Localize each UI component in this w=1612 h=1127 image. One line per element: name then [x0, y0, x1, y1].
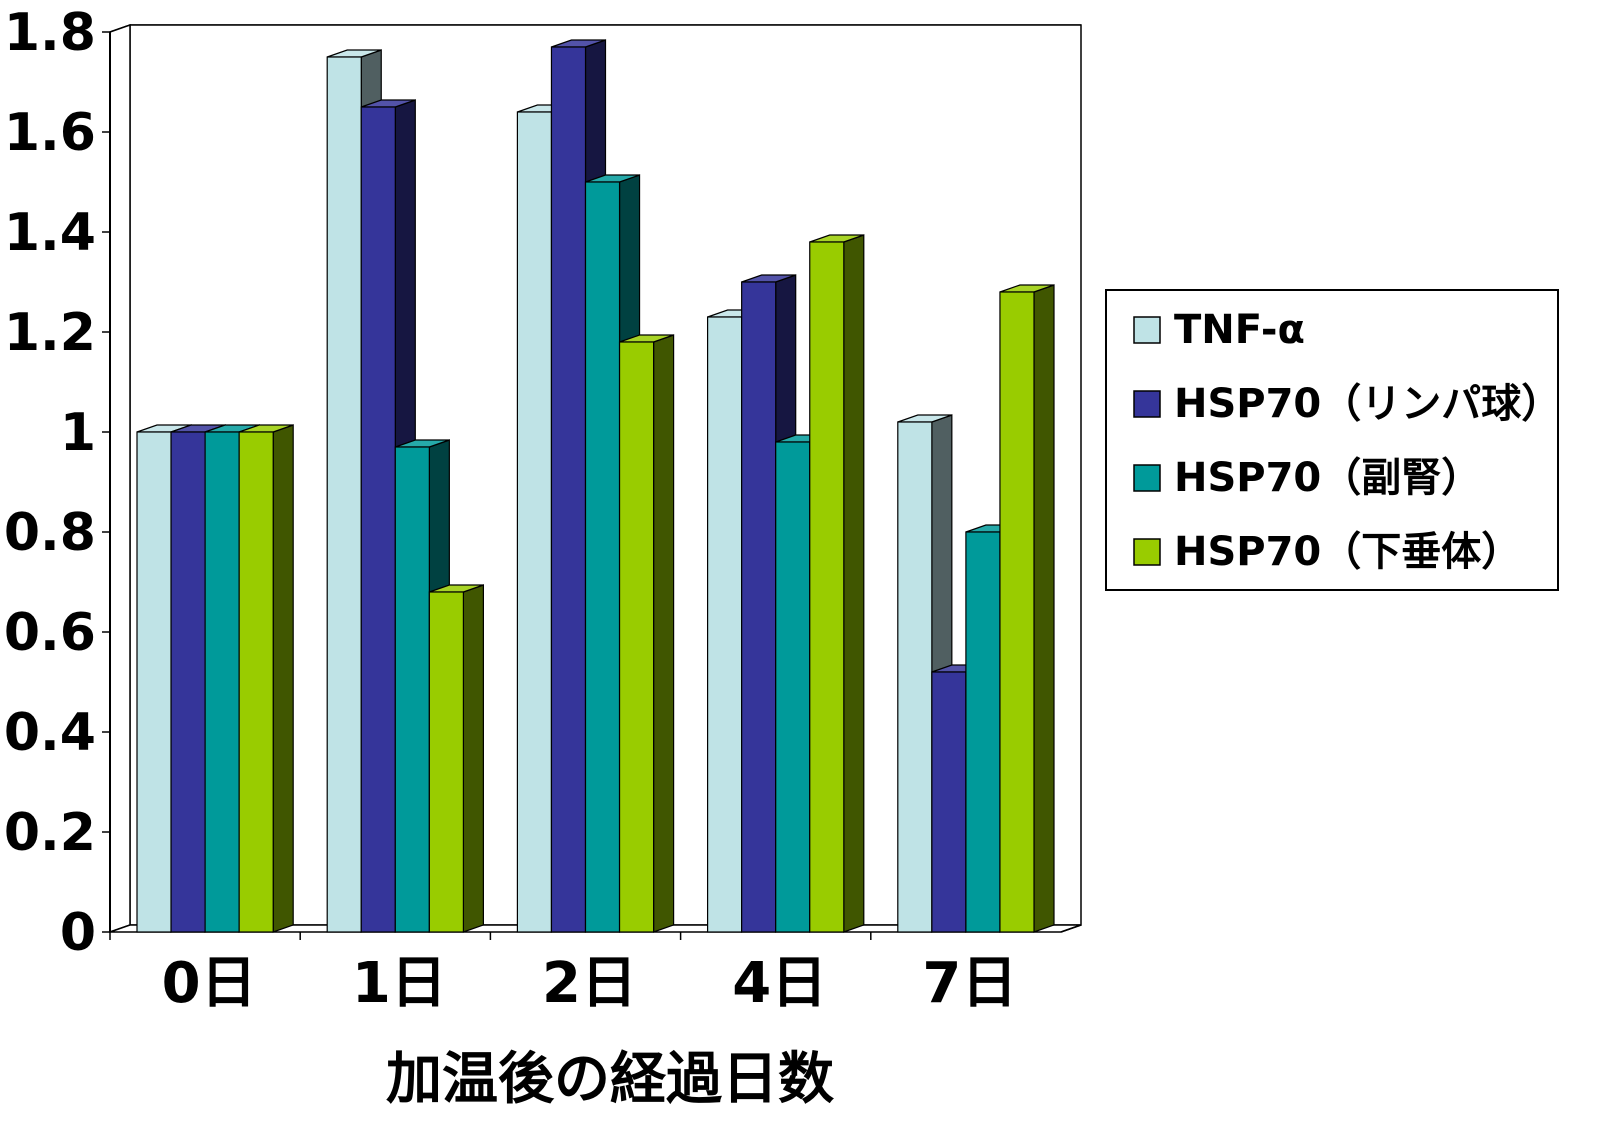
x-category-label: 7日: [922, 951, 1017, 1016]
y-tick-label: 1.4: [4, 203, 96, 263]
y-tick-label: 0.8: [4, 503, 96, 563]
bar-front: [516, 111, 553, 933]
bar-front: [170, 431, 206, 933]
bar-front: [741, 281, 777, 933]
bar-front: [136, 431, 172, 933]
y-tick-label: 0: [60, 903, 96, 963]
legend-item: TNF-α: [1133, 307, 1305, 353]
x-category-label: 0日: [162, 951, 257, 1016]
legend-swatch: [1133, 390, 1161, 418]
legend-label: HSP70（リンパ球）: [1174, 381, 1561, 427]
x-category-labels: 0日 1日 2日 4日 7日: [162, 951, 1018, 1016]
bar-side: [272, 424, 294, 933]
bar-front: [204, 431, 240, 933]
y-tick-label: 0.2: [4, 803, 96, 863]
bars: [136, 39, 1055, 933]
bar-front: [618, 341, 655, 933]
legend: TNF-α HSP70（リンパ球） HSP70（副腎） HSP70（下垂体）: [1105, 289, 1561, 591]
bar: [428, 584, 484, 933]
legend-label: TNF-α: [1174, 307, 1305, 353]
y-tick-label: 1.8: [4, 3, 96, 63]
y-tick-labels: 0 0.2 0.4 0.6 0.8 1 1.2 1.4 1.6 1.8: [4, 3, 96, 963]
bar-front: [326, 56, 362, 933]
bar: [999, 284, 1055, 933]
bar-front: [360, 106, 396, 933]
legend-swatch: [1133, 316, 1161, 344]
y-tick-label: 0.6: [4, 603, 96, 663]
bar-side: [1033, 284, 1055, 933]
legend-item: HSP70（下垂体）: [1133, 529, 1521, 575]
bar-front: [999, 291, 1035, 933]
bar: [618, 334, 675, 933]
bar-front: [706, 316, 743, 933]
legend-box: [1105, 289, 1559, 591]
y-tick-label: 1.2: [4, 303, 96, 363]
floor-edge: [1060, 924, 1082, 933]
y-tick-label: 1: [60, 403, 96, 463]
bar: [809, 234, 865, 933]
bar-front: [965, 531, 1001, 933]
bar-front: [238, 431, 274, 933]
bar-front: [897, 421, 933, 933]
bar-front: [809, 241, 845, 933]
bar-front: [775, 441, 811, 933]
bar-front: [931, 671, 967, 933]
legend-label: HSP70（下垂体）: [1174, 529, 1521, 575]
x-category-label: 1日: [352, 951, 447, 1016]
legend-swatch: [1133, 464, 1161, 492]
bar-side: [652, 334, 675, 933]
bar: [238, 424, 294, 933]
legend-swatch: [1133, 538, 1161, 566]
y-tick-label: 0.4: [4, 703, 96, 763]
bar-front: [550, 46, 587, 933]
y-tick-label: 1.6: [4, 103, 96, 163]
legend-label: HSP70（副腎）: [1174, 455, 1481, 501]
x-category-label: 2日: [542, 951, 637, 1016]
x-category-label: 4日: [732, 951, 827, 1016]
bar-front: [428, 591, 465, 933]
plot-side-wall: [109, 23, 131, 934]
bar-side: [843, 234, 865, 933]
x-axis-label: 加温後の経過日数: [386, 1047, 834, 1112]
bar-front: [394, 446, 430, 933]
legend-item: HSP70（リンパ球）: [1133, 381, 1561, 427]
bar-side: [462, 584, 484, 933]
bar-front: [584, 181, 621, 933]
legend-item: HSP70（副腎）: [1133, 455, 1481, 501]
